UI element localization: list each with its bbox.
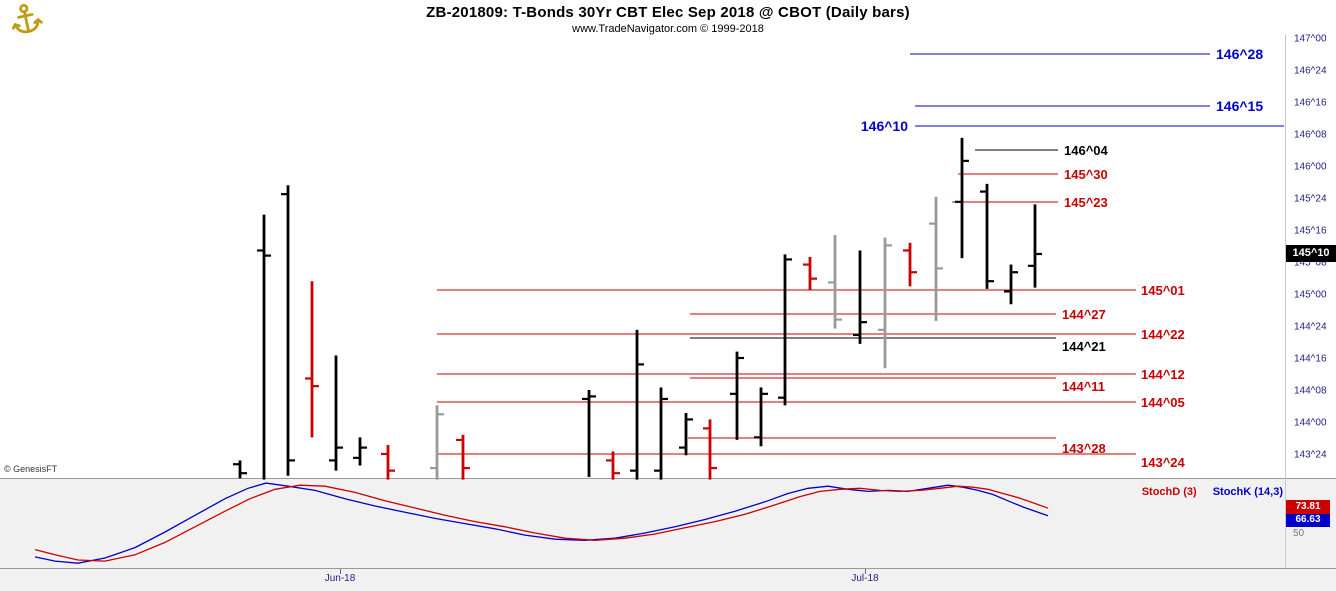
chart-subtitle: www.TradeNavigator.com © 1999-2018	[572, 23, 764, 35]
genesis-anchor-logo	[5, 0, 47, 39]
price-axis-label: 145^00	[1294, 290, 1327, 301]
price-axis-label: 144^08	[1294, 386, 1327, 397]
price-level-label: 145^01	[1141, 283, 1185, 298]
price-axis-label: 146^24	[1294, 66, 1327, 77]
genesisft-watermark: © GenesisFT	[4, 464, 58, 474]
price-axis-label: 144^16	[1294, 354, 1327, 365]
price-level-label: 143^28	[1062, 441, 1106, 456]
price-axis-separator	[1285, 35, 1286, 568]
stochd-legend-label[interactable]: StochD (3)	[1141, 486, 1197, 498]
jun-axis-label[interactable]: Jun-18	[324, 573, 356, 584]
price-level-label: 146^15	[1216, 98, 1263, 114]
price-axis-label: 146^00	[1294, 162, 1327, 173]
stochk-value-box: 66.63	[1286, 513, 1330, 527]
stochastic-panel	[0, 478, 1336, 568]
price-level-label: 143^24	[1141, 455, 1186, 470]
indicator-legend: StochD (3) StochK (14,3)	[0, 486, 1283, 498]
price-axis-label: 145^16	[1294, 226, 1327, 237]
price-level-label: 144^11	[1062, 379, 1105, 394]
stochk-line	[34, 482, 1049, 564]
chart-header: ZB-201809: T-Bonds 30Yr CBT Elec Sep 201…	[0, 4, 1336, 35]
chart-title: ZB-201809: T-Bonds 30Yr CBT Elec Sep 201…	[426, 4, 910, 21]
price-level-label: 144^12	[1141, 367, 1185, 382]
stochd-value-box: 73.81	[1286, 500, 1330, 514]
price-axis-label: 146^16	[1294, 98, 1327, 109]
price-axis-label: 144^24	[1294, 322, 1327, 333]
price-level-label: 144^27	[1062, 307, 1106, 322]
price-axis-label: 146^08	[1294, 130, 1327, 141]
price-level-label: 146^04	[1064, 143, 1109, 158]
jun-axis-tick	[340, 569, 341, 574]
jul-axis-label[interactable]: Jul-18	[851, 573, 879, 584]
stochk-legend-label[interactable]: StochK (14,3)	[1212, 486, 1283, 498]
price-level-label: 144^22	[1141, 327, 1185, 342]
date-axis-strip	[0, 568, 1336, 591]
price-axis-label: 147^00	[1294, 34, 1327, 45]
stoch-midline-label: 50	[1293, 528, 1305, 539]
price-level-label: 144^21	[1062, 339, 1106, 354]
stochd-line	[34, 484, 1049, 562]
current-price-box: 145^10	[1286, 245, 1336, 262]
price-axis-label: 145^08	[1294, 258, 1327, 269]
price-axis-label: 144^00	[1294, 418, 1327, 429]
price-level-label: 145^23	[1064, 195, 1108, 210]
price-level-label: 145^30	[1064, 167, 1108, 182]
price-axis-label: 143^24	[1294, 450, 1327, 461]
price-level-label: 146^28	[1216, 46, 1263, 62]
price-axis-label: 145^24	[1294, 194, 1327, 205]
jul-axis-tick	[865, 569, 866, 574]
price-level-label: 144^05	[1141, 395, 1185, 410]
price-level-label: 146^10	[861, 118, 908, 134]
